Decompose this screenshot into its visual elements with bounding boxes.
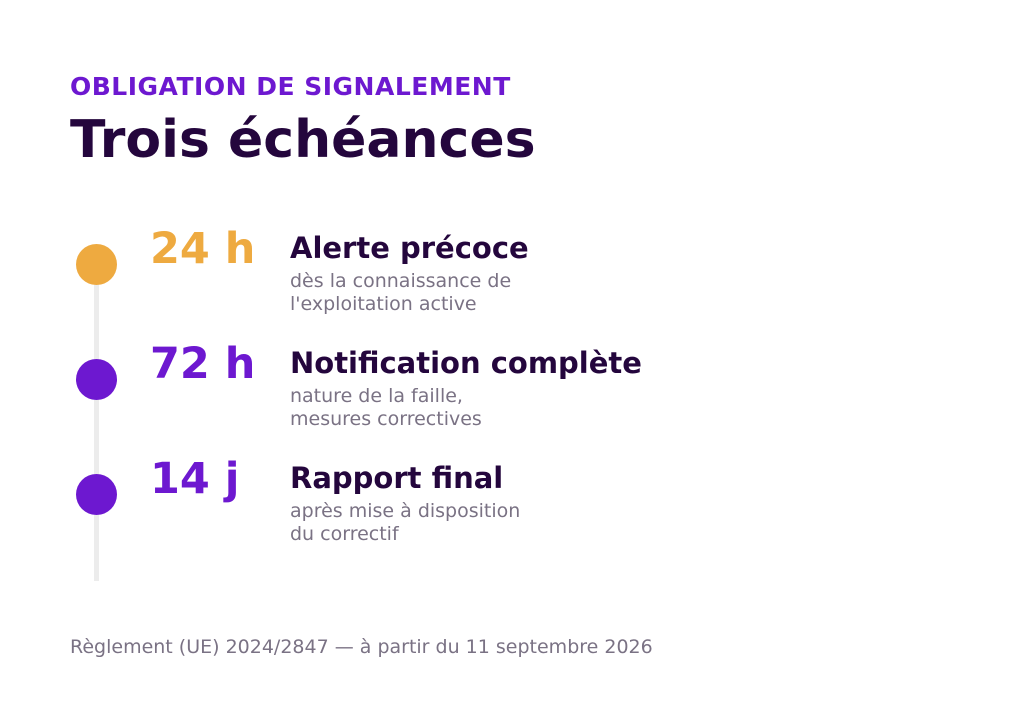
step-description-line: dès la connaissance de bbox=[290, 270, 512, 292]
step-description: dès la connaissance de l'exploitation ac… bbox=[290, 270, 511, 316]
step-description-line: l'exploitation active bbox=[290, 293, 477, 315]
step-title: Rapport final bbox=[290, 461, 504, 495]
page-title: Trois échéances bbox=[70, 110, 536, 170]
step-title: Alerte précoce bbox=[290, 231, 529, 265]
step-description-line: du correctif bbox=[290, 523, 399, 545]
eyebrow-label: OBLIGATION DE SIGNALEMENT bbox=[70, 72, 511, 101]
step-deadline: 72 h bbox=[150, 339, 256, 389]
step-description-line: après mise à disposition bbox=[290, 500, 521, 522]
timeline-step-1: 72 h Notification complète nature de la … bbox=[0, 339, 1024, 445]
footer-note: Règlement (UE) 2024/2847 — à partir du 1… bbox=[70, 636, 653, 658]
step-description: après mise à disposition du correctif bbox=[290, 500, 520, 546]
step-description: nature de la faille, mesures correctives bbox=[290, 385, 482, 431]
step-marker-dot bbox=[76, 359, 117, 400]
step-deadline: 24 h bbox=[150, 224, 256, 274]
step-title: Notification complète bbox=[290, 346, 642, 380]
timeline-line bbox=[94, 250, 99, 581]
step-deadline: 14 j bbox=[150, 454, 240, 504]
step-marker-dot bbox=[76, 474, 117, 515]
timeline-step-2: 14 j Rapport final après mise à disposit… bbox=[0, 454, 1024, 560]
step-description-line: nature de la faille, bbox=[290, 385, 463, 407]
step-description-line: mesures correctives bbox=[290, 408, 482, 430]
timeline-step-0: 24 h Alerte précoce dès la connaissance … bbox=[0, 224, 1024, 330]
step-marker-dot bbox=[76, 244, 117, 285]
